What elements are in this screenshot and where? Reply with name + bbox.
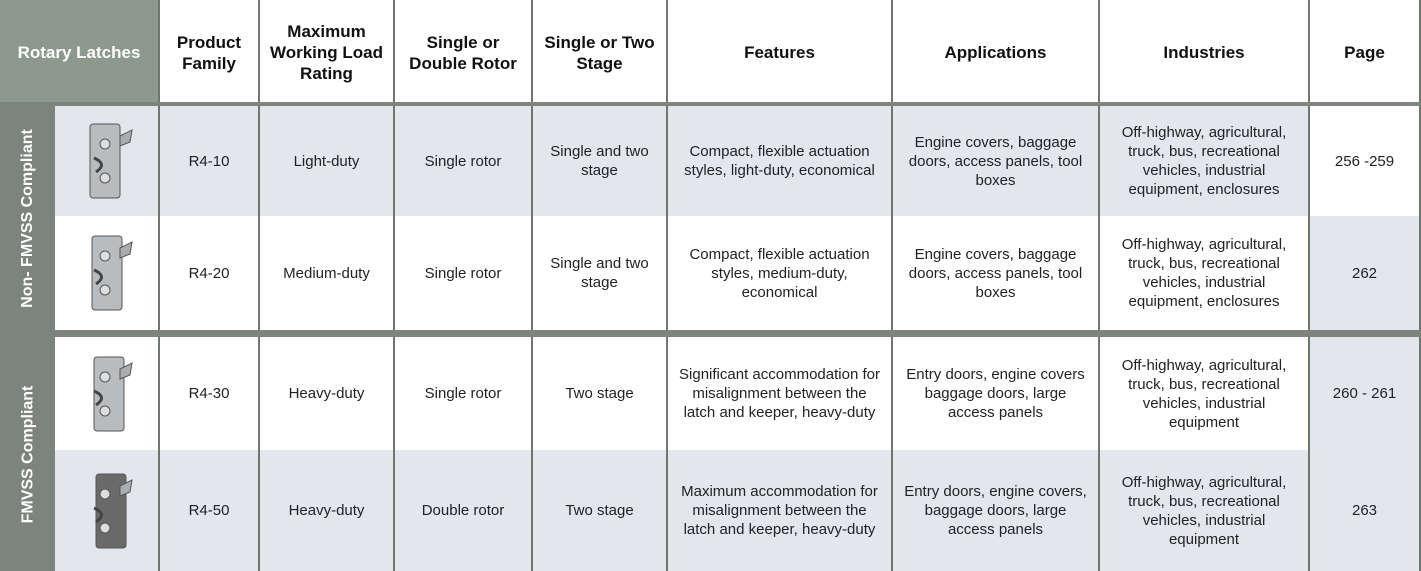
- column-header: Single or Double Rotor: [395, 0, 533, 105]
- column-header: Applications: [893, 0, 1100, 105]
- latch-image: [92, 473, 133, 548]
- column-header: Product Family: [160, 0, 260, 105]
- table-cell: Two stage: [533, 450, 668, 571]
- rule: [0, 330, 1421, 337]
- group-label: FMVSS Compliant: [0, 337, 55, 571]
- column-header: Page: [1310, 0, 1421, 105]
- table-cell: 260 - 261: [1310, 337, 1421, 450]
- latch-image: [92, 356, 133, 431]
- image-cell: [55, 337, 160, 450]
- table-cell: Single and two stage: [533, 106, 668, 216]
- table-cell: R4-10: [160, 106, 260, 216]
- column-header: Maximum Working Load Rating: [260, 0, 395, 105]
- table-cell: Double rotor: [395, 450, 533, 571]
- table-cell: Entry doors, engine covers, baggage door…: [893, 450, 1100, 571]
- image-cell: [55, 450, 160, 571]
- table-cell: Maximum accommodation for misalignment b…: [668, 450, 893, 571]
- table-cell: R4-30: [160, 337, 260, 450]
- table-cell: R4-50: [160, 450, 260, 571]
- table-cell: Significant accommodation for misalignme…: [668, 337, 893, 450]
- table-cell: 262: [1310, 216, 1421, 330]
- table-cell: Two stage: [533, 337, 668, 450]
- table-cell: Single and two stage: [533, 216, 668, 330]
- table-cell: Single rotor: [395, 216, 533, 330]
- table-cell: Off-highway, agricultural, truck, bus, r…: [1100, 450, 1310, 571]
- rule: [0, 102, 1421, 106]
- corner-header: Rotary Latches: [0, 0, 160, 105]
- table-cell: Entry doors, engine covers baggage doors…: [893, 337, 1100, 450]
- latch-image: [89, 123, 133, 199]
- column-header: Features: [668, 0, 893, 105]
- table-cell: Light-duty: [260, 106, 395, 216]
- image-cell: [55, 106, 160, 216]
- table-cell: Engine covers, baggage doors, access pan…: [893, 106, 1100, 216]
- column-header: Industries: [1100, 0, 1310, 105]
- image-cell: [55, 216, 160, 330]
- table-cell: 256 -259: [1310, 106, 1421, 216]
- latch-image: [91, 235, 133, 311]
- table-cell: Single rotor: [395, 106, 533, 216]
- group-label: Non- FMVSS Compliant: [0, 106, 55, 330]
- table-cell: Engine covers, baggage doors, access pan…: [893, 216, 1100, 330]
- table-cell: Heavy-duty: [260, 450, 395, 571]
- table-cell: Off-highway, agricultural, truck, bus, r…: [1100, 216, 1310, 330]
- table-cell: 263: [1310, 450, 1421, 571]
- table-cell: Heavy-duty: [260, 337, 395, 450]
- table-cell: Medium-duty: [260, 216, 395, 330]
- table-cell: R4-20: [160, 216, 260, 330]
- column-header: Single or Two Stage: [533, 0, 668, 105]
- table-cell: Compact, flexible actuation styles, medi…: [668, 216, 893, 330]
- table-cell: Off-highway, agricultural, truck, bus, r…: [1100, 337, 1310, 450]
- table-cell: Single rotor: [395, 337, 533, 450]
- table-cell: Off-highway, agricultural, truck, bus, r…: [1100, 106, 1310, 216]
- table-cell: Compact, flexible actuation styles, ligh…: [668, 106, 893, 216]
